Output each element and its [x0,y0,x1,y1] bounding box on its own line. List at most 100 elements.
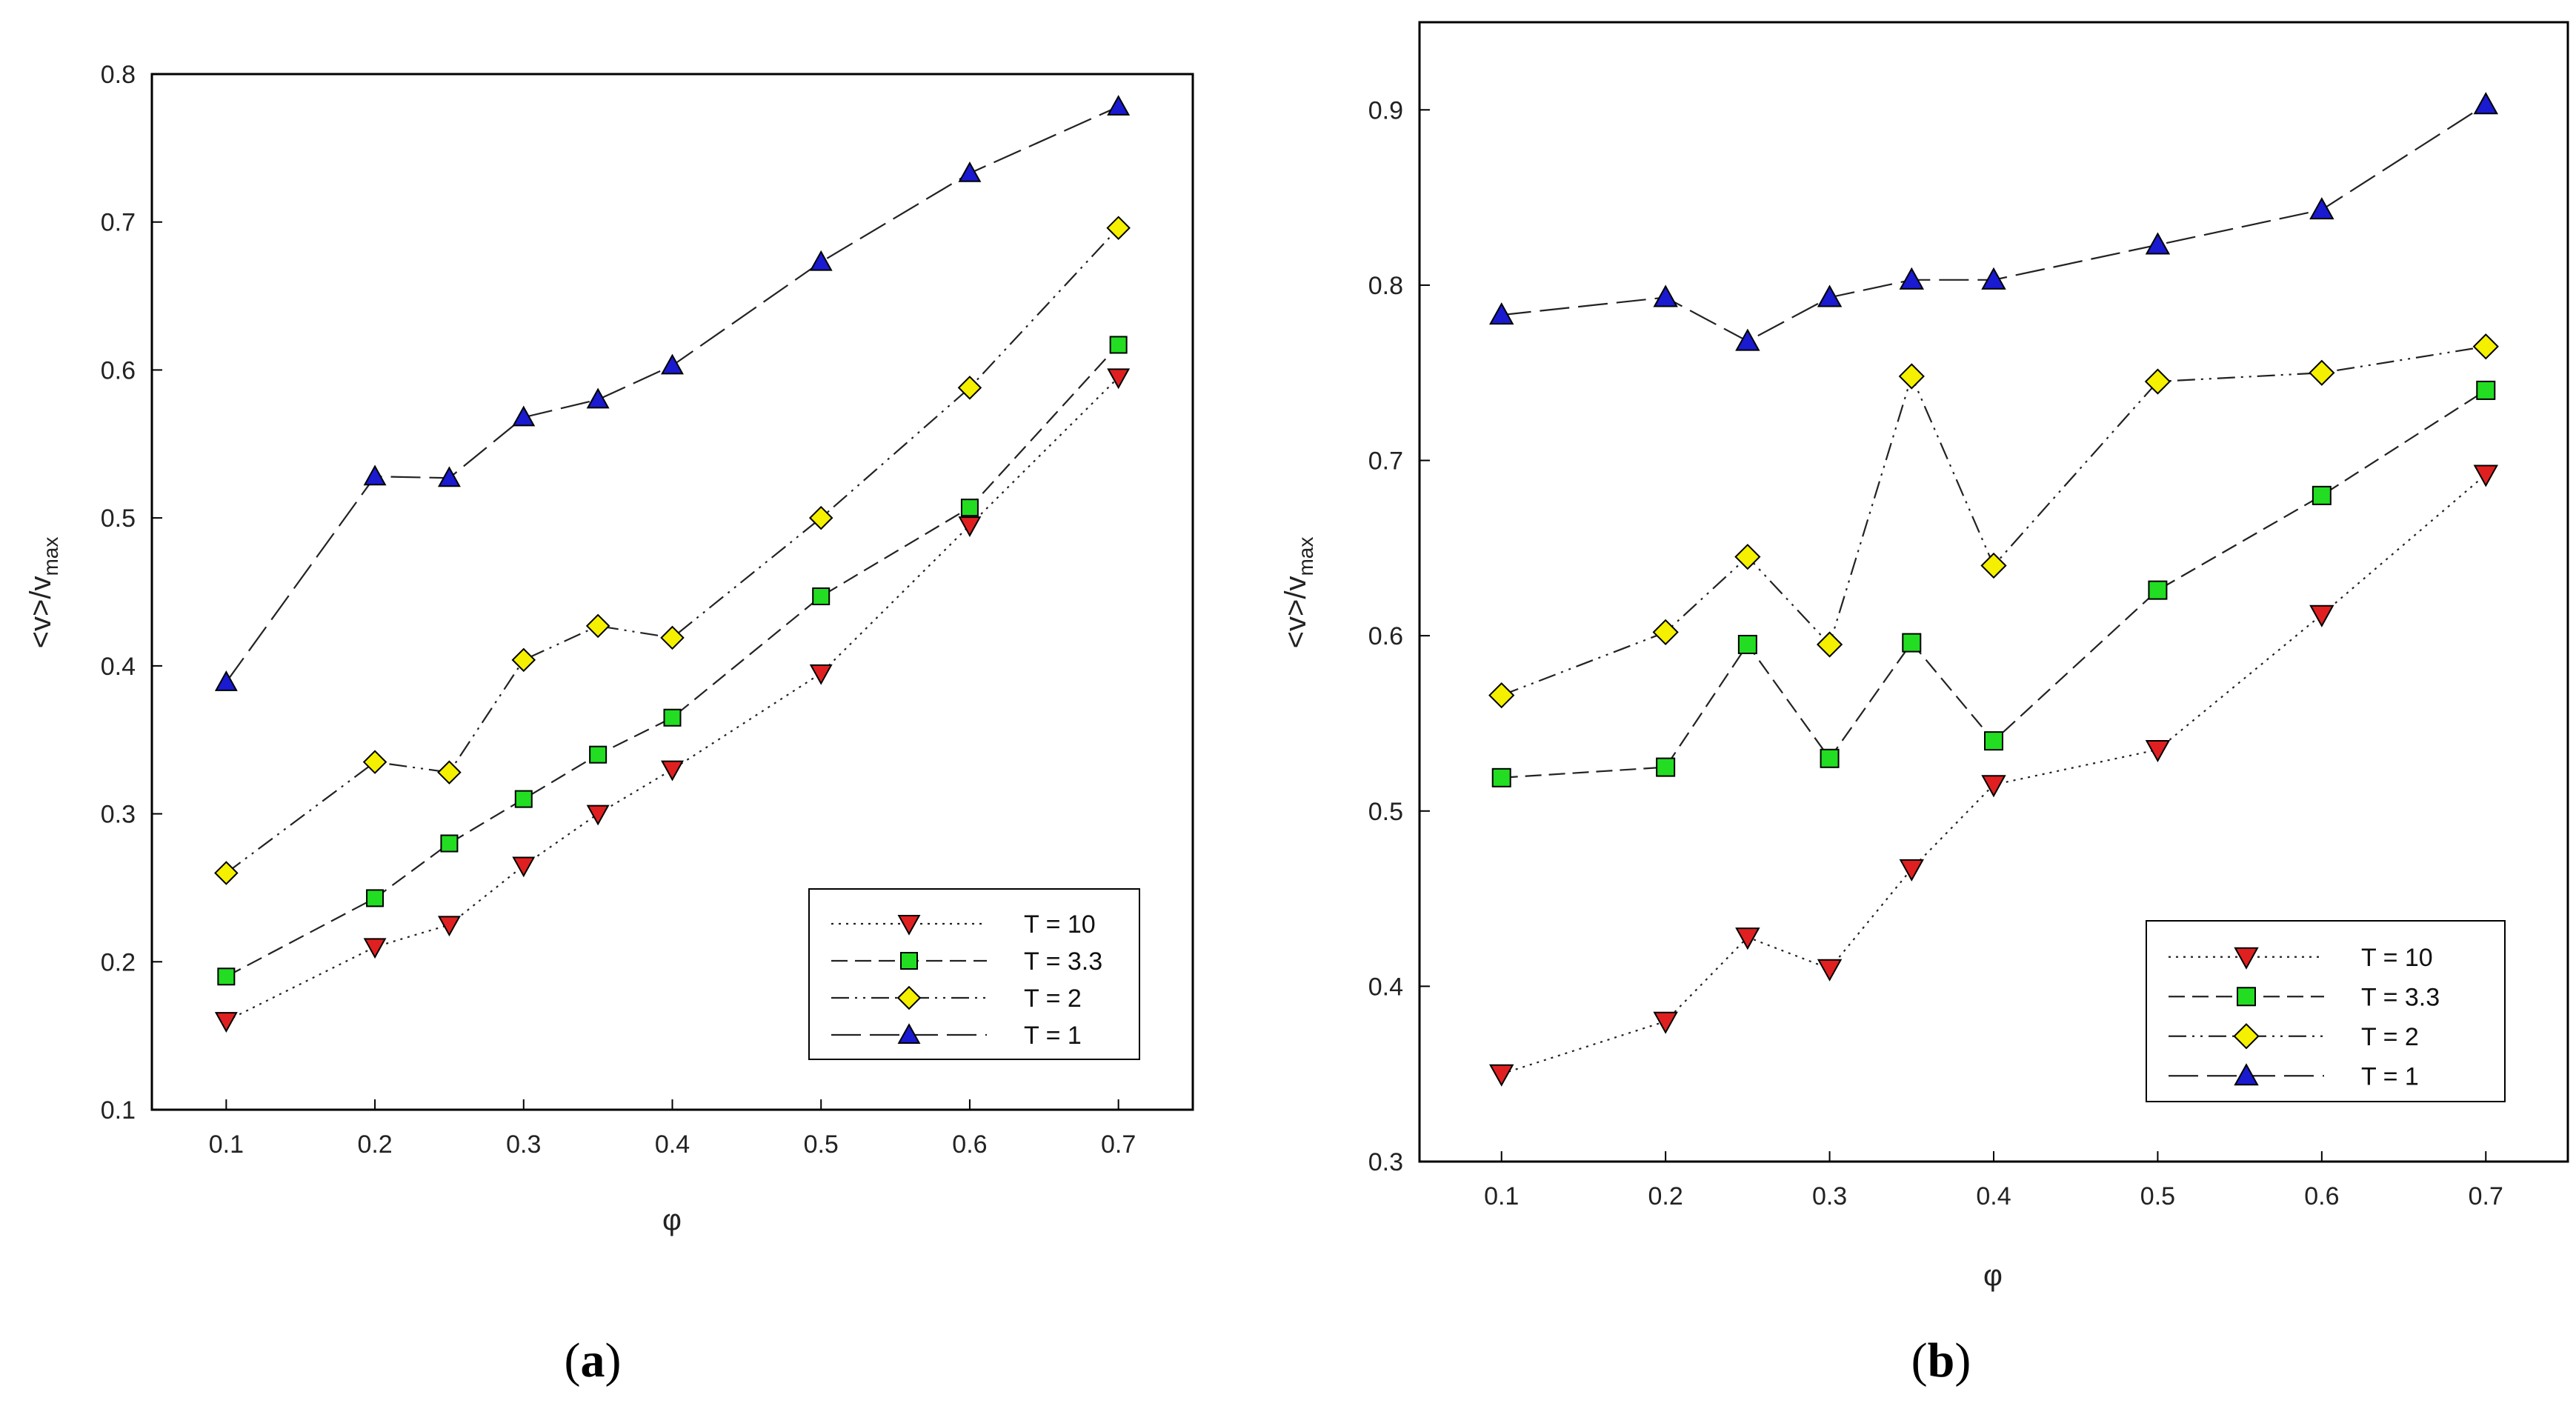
data-point-b-1 [1491,767,1511,787]
panel-caption-b: (b) [1911,1333,1971,1388]
x-tick-label-b: 0.2 [1648,1182,1683,1210]
x-tick-label-b: 0.5 [2140,1182,2175,1210]
data-point-b-1 [1984,731,2003,751]
y-tick-label-b: 0.6 [1368,622,1403,650]
y-axis-label-sub-b: max [1294,537,1317,576]
data-point-b-2 [2309,359,2335,386]
data-point-a-1 [812,587,831,605]
data-point-a-0 [363,938,387,959]
data-point-b-0 [1735,927,1760,950]
data-point-b-1 [1737,634,1757,654]
y-tick-label-a: 0.6 [101,356,136,384]
data-point-a-2 [1106,216,1131,240]
data-point-a-1 [217,967,236,986]
data-point-a-1 [514,790,533,808]
data-point-b-0 [2473,464,2498,487]
data-point-b-3 [1981,267,2006,290]
data-point-b-0 [2309,604,2334,627]
y-tick-label-a: 0.1 [101,1096,136,1125]
data-point-a-0 [586,805,610,826]
data-point-a-3 [214,670,238,691]
x-tick-label-a: 0.6 [952,1130,987,1159]
chart-panel-b: 0.1 0.2 0.3 0.4 0.5 0.6 0.7 0.3 0.4 0.5 0.6 0.7 0.8 0… [1279,21,2569,1388]
legend-marker-b-2 [2233,1023,2260,1050]
data-point-b-0 [1489,1064,1514,1087]
data-point-b-2 [2472,333,2499,360]
x-axis-label-a: φ [662,1204,682,1236]
legend-marker-b-0 [2234,947,2259,970]
data-point-a-2 [437,760,462,785]
data-point-a-0 [661,760,684,782]
x-tick-label-b: 0.6 [2304,1182,2339,1210]
data-point-a-2 [808,505,833,530]
y-axis-label-main-b: <v>/v [1279,576,1312,649]
data-point-a-0 [958,516,982,537]
x-tick-label-a: 0.4 [655,1130,690,1159]
data-point-b-3 [1735,328,1760,351]
legend-label-b-0: T = 10 [2361,944,2433,972]
series-layer-a [214,95,1131,1033]
data-point-a-0 [214,1012,238,1033]
legend-marker-a-2 [896,985,922,1010]
data-point-b-2 [1980,552,2007,579]
x-tick-label-a: 0.2 [357,1130,392,1159]
x-tick-label-b: 0.4 [1976,1182,2011,1210]
x-tick-label-a: 0.5 [804,1130,839,1159]
series-line-a-1 [225,344,1119,978]
data-point-b-3 [2145,232,2171,255]
data-point-a-3 [437,466,461,487]
axis-ticks-b: 0.1 0.2 0.3 0.4 0.5 0.6 0.7 0.3 0.4 0.5 0.6 0.7 0.8 0… [1368,96,2503,1210]
data-point-b-3 [1489,302,1514,325]
data-point-b-3 [2473,92,2498,115]
y-tick-label-a: 0.7 [101,209,136,237]
data-point-b-3 [1817,284,1843,307]
data-point-b-0 [1817,959,1843,982]
data-point-b-2 [1652,619,1679,646]
data-point-a-3 [363,464,387,486]
data-point-b-2 [1488,682,1515,709]
y-tick-label-a: 0.5 [101,504,136,533]
panel-caption-letter-b: b [1928,1333,1955,1388]
data-point-b-1 [1656,757,1676,777]
data-point-a-3 [512,405,536,427]
data-point-a-1 [1109,336,1128,354]
data-point-a-2 [214,861,239,885]
data-point-b-3 [1653,284,1678,307]
legend-label-b-3: T = 1 [2361,1062,2419,1090]
x-axis-label-b: φ [1983,1259,2003,1292]
y-tick-label-b: 0.8 [1368,272,1403,300]
data-point-a-2 [957,376,982,400]
x-tick-label-a: 0.1 [209,1130,244,1159]
series-layer-b [1488,92,2499,1087]
y-tick-label-b: 0.3 [1368,1148,1403,1176]
data-point-a-0 [809,664,833,685]
series-line-b-0 [1501,473,2487,1075]
legend-label-b-1: T = 3.3 [2361,983,2440,1011]
data-point-a-2 [511,647,536,673]
chart-panel-a: 0.1 0.2 0.3 0.4 0.5 0.6 0.7 0.1 0.2 0.3 0.4 0.5 0.6 0… [24,61,1194,1388]
legend-marker-b-1 [2237,987,2256,1007]
data-point-a-3 [1107,95,1131,116]
data-point-b-3 [1899,267,1924,290]
y-axis-label-b: <v>/vmax [1279,537,1317,649]
y-tick-label-a: 0.8 [101,61,136,89]
data-point-a-2 [585,613,610,639]
legend-box-b [2146,920,2506,1102]
data-point-a-0 [1107,368,1131,390]
y-tick-label-a: 0.2 [101,948,136,976]
y-tick-label-b: 0.9 [1368,96,1403,124]
legend-label-a-3: T = 1 [1024,1022,1082,1050]
y-axis-label-sub-a: max [39,537,62,576]
y-tick-label-a: 0.4 [101,653,136,681]
panel-caption-a: (a) [565,1333,622,1388]
legend-label-a-2: T = 2 [1024,985,1082,1013]
legend-b: T = 10 T = 3.3 T = 2 T = 1 [2146,920,2506,1102]
data-point-b-0 [2145,739,2171,763]
data-point-b-1 [1820,748,1840,768]
data-point-b-3 [2309,197,2334,220]
data-point-a-3 [958,161,982,182]
data-point-a-1 [663,708,682,727]
y-tick-label-a: 0.3 [101,801,136,829]
legend-label-a-0: T = 10 [1024,910,1096,939]
